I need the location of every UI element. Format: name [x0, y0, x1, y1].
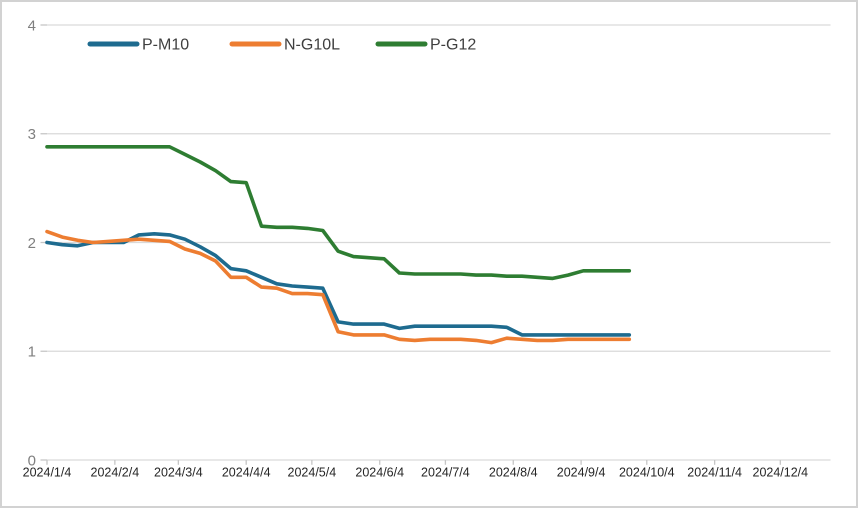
x-tick-label: 2024/5/4	[288, 466, 337, 480]
x-tick-label: 2024/12/4	[753, 466, 809, 480]
x-tick-label: 2024/9/4	[557, 466, 606, 480]
y-tick-label: 3	[28, 126, 36, 143]
x-tick-label: 2024/2/4	[91, 466, 140, 480]
series-line-n-g10l	[45, 229, 632, 345]
x-tick-label: 2024/4/4	[222, 466, 271, 480]
x-tick-label: 2024/7/4	[421, 466, 470, 480]
legend-label-n-g10l: N-G10L	[284, 37, 340, 54]
legend-label-p-m10: P-M10	[142, 37, 189, 54]
series-line-p-m10	[45, 232, 632, 337]
y-tick-label: 0	[28, 452, 36, 469]
series-line-p-g12	[45, 145, 632, 281]
x-tick-label: 2024/1/4	[23, 466, 72, 480]
x-tick-label: 2024/3/4	[154, 466, 203, 480]
x-tick-label: 2024/6/4	[355, 466, 404, 480]
x-tick-label: 2024/8/4	[489, 466, 538, 480]
y-tick-label: 1	[28, 344, 36, 361]
x-tick-label: 2024/11/4	[687, 466, 742, 480]
x-tick-label: 2024/10/4	[619, 466, 675, 480]
legend-label-p-g12: P-G12	[430, 37, 476, 54]
y-tick-label: 4	[28, 17, 36, 34]
y-tick-label: 2	[28, 235, 36, 252]
